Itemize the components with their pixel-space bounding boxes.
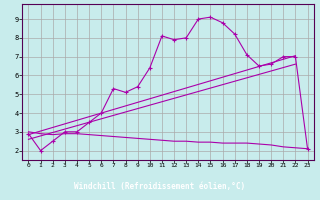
Text: Windchill (Refroidissement éolien,°C): Windchill (Refroidissement éolien,°C)	[75, 182, 245, 192]
